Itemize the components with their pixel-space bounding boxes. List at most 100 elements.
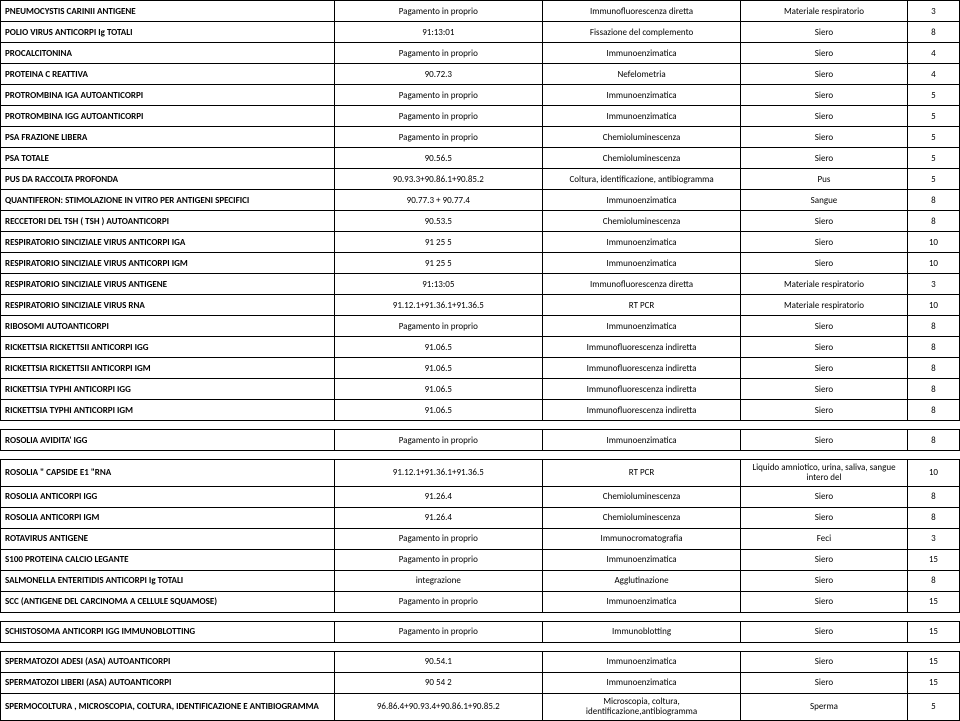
test-method: Immunocromatografia — [543, 528, 741, 549]
test-name: RICKETTSIA RICKETTSII ANTICORPI IGM — [1, 358, 335, 379]
test-code: 91:13:05 — [334, 274, 542, 295]
test-method: Immunofluorescenza indiretta — [543, 337, 741, 358]
table-row: ROTAVIRUS ANTIGENEPagamento in proprioIm… — [1, 528, 960, 549]
test-method: Chemioluminescenza — [543, 148, 741, 169]
test-method: RT PCR — [543, 295, 741, 316]
test-value: 15 — [907, 672, 959, 693]
table-row: SPERMATOZOI ADESI (ASA) AUTOANTICORPI90.… — [1, 651, 960, 672]
section-gap — [1, 451, 960, 460]
test-code: Pagamento in proprio — [334, 85, 542, 106]
table-row — [1, 451, 960, 460]
test-method: Immunoenzimatica — [543, 430, 741, 451]
test-code: 91.12.1+91.36.1+91.36.5 — [334, 460, 542, 487]
test-sample: Siero — [741, 621, 908, 642]
test-method: Immunoenzimatica — [543, 43, 741, 64]
table-row: SPERMOCOLTURA , MICROSCOPIA, COLTURA, ID… — [1, 693, 960, 720]
test-method: Nefelometria — [543, 64, 741, 85]
test-value: 15 — [907, 621, 959, 642]
test-method: Immunofluorescenza indiretta — [543, 400, 741, 421]
test-method: Coltura, identificazione, antibiogramma — [543, 169, 741, 190]
test-value: 4 — [907, 64, 959, 85]
test-name: PNEUMOCYSTIS CARINII ANTIGENE — [1, 1, 335, 22]
test-value: 5 — [907, 85, 959, 106]
test-value: 8 — [907, 570, 959, 591]
test-name: RESPIRATORIO SINCIZIALE VIRUS ANTICORPI … — [1, 232, 335, 253]
test-code: Pagamento in proprio — [334, 528, 542, 549]
test-name: PSA TOTALE — [1, 148, 335, 169]
table-row: SCC (ANTIGENE DEL CARCINOMA A CELLULE SQ… — [1, 591, 960, 612]
test-method: Immunoenzimatica — [543, 85, 741, 106]
lab-tests-table: PNEUMOCYSTIS CARINII ANTIGENE Pagamento i… — [0, 0, 960, 721]
test-sample: Feci — [741, 528, 908, 549]
test-sample: Materiale respiratorio — [741, 295, 908, 316]
table-row — [1, 421, 960, 430]
test-name: PROCALCITONINA — [1, 43, 335, 64]
test-name: PSA FRAZIONE LIBERA — [1, 127, 335, 148]
test-sample: Siero — [741, 591, 908, 612]
test-method: Immunoenzimatica — [543, 591, 741, 612]
test-name: ROSOLIA ANTICORPI IGM — [1, 507, 335, 528]
test-code: 90.72.3 — [334, 64, 542, 85]
test-sample: Sangue — [741, 190, 908, 211]
test-sample: Siero — [741, 507, 908, 528]
test-method: Immunofluorescenza indiretta — [543, 379, 741, 400]
test-value: 8 — [907, 316, 959, 337]
table-row: ROSOLIA ANTICORPI IGM91.26.4Chemiolumine… — [1, 507, 960, 528]
test-name: PROTROMBINA IGG AUTOANTICORPI — [1, 106, 335, 127]
test-sample: Siero — [741, 672, 908, 693]
test-sample: Siero — [741, 486, 908, 507]
test-value: 8 — [907, 358, 959, 379]
table-row: ROSOLIA " CAPSIDE E1 "RNA91.12.1+91.36.1… — [1, 460, 960, 487]
test-code: 90.53.5 — [334, 211, 542, 232]
test-sample: Siero — [741, 549, 908, 570]
table-row: RICKETTSIA TYPHI ANTICORPI IGM91.06.5Imm… — [1, 400, 960, 421]
test-sample: Siero — [741, 430, 908, 451]
section-gap — [1, 421, 960, 430]
test-name: RESPIRATORIO SINCIZIALE VIRUS ANTIGENE — [1, 274, 335, 295]
test-name: RICKETTSIA RICKETTSII ANTICORPI IGG — [1, 337, 335, 358]
test-name: SALMONELLA ENTERITIDIS ANTICORPI Ig TOTA… — [1, 570, 335, 591]
test-value: 5 — [907, 148, 959, 169]
table-row: RESPIRATORIO SINCIZIALE VIRUS RNA91.12.1… — [1, 295, 960, 316]
table-row: RICKETTSIA RICKETTSII ANTICORPI IGM91.06… — [1, 358, 960, 379]
test-name: PROTROMBINA IGA AUTOANTICORPI — [1, 85, 335, 106]
test-sample: Siero — [741, 570, 908, 591]
test-code: 91.06.5 — [334, 337, 542, 358]
table-row: RIBOSOMI AUTOANTICORPIPagamento in propr… — [1, 316, 960, 337]
test-code: Pagamento in proprio — [334, 430, 542, 451]
test-sample: Siero — [741, 64, 908, 85]
test-method: Immunoenzimatica — [543, 106, 741, 127]
test-code: 91.06.5 — [334, 358, 542, 379]
test-code: 90.54.1 — [334, 651, 542, 672]
test-name: S100 PROTEINA CALCIO LEGANTE — [1, 549, 335, 570]
test-value: 3 — [907, 1, 959, 22]
test-code: Pagamento in proprio — [334, 549, 542, 570]
table-row: S100 PROTEINA CALCIO LEGANTEPagamento in… — [1, 549, 960, 570]
test-code: 90 54 2 — [334, 672, 542, 693]
test-sample: Siero — [741, 379, 908, 400]
test-name: RECCETORI DEL TSH ( TSH ) AUTOANTICORPI — [1, 211, 335, 232]
test-method: Chemioluminescenza — [543, 507, 741, 528]
table-row: RICKETTSIA RICKETTSII ANTICORPI IGG91.06… — [1, 337, 960, 358]
test-method: Immunofluorescenza diretta — [543, 274, 741, 295]
test-value: 8 — [907, 190, 959, 211]
test-sample: Siero — [741, 253, 908, 274]
test-value: 15 — [907, 651, 959, 672]
test-sample: Siero — [741, 127, 908, 148]
test-name: ROSOLIA " CAPSIDE E1 "RNA — [1, 460, 335, 487]
test-sample: Pus — [741, 169, 908, 190]
test-code: 91.12.1+91.36.1+91.36.5 — [334, 295, 542, 316]
test-method: Immunoenzimatica — [543, 651, 741, 672]
test-name: QUANTIFERON: STIMOLAZIONE IN VITRO PER A… — [1, 190, 335, 211]
section-gap — [1, 612, 960, 621]
test-method: Chemioluminescenza — [543, 211, 741, 232]
table-row: PROTEINA C REATTIVA90.72.3NefelometriaSi… — [1, 64, 960, 85]
table-row: SPERMATOZOI LIBERI (ASA) AUTOANTICORPI90… — [1, 672, 960, 693]
table-row: ROSOLIA AVIDITA' IGGPagamento in proprio… — [1, 430, 960, 451]
test-value: 8 — [907, 507, 959, 528]
table-row: PUS DA RACCOLTA PROFONDA90.93.3+90.86.1+… — [1, 169, 960, 190]
test-value: 8 — [907, 211, 959, 232]
test-method: Immunoenzimatica — [543, 316, 741, 337]
test-name: SPERMATOZOI LIBERI (ASA) AUTOANTICORPI — [1, 672, 335, 693]
table-row: POLIO VIRUS ANTICORPI Ig TOTALI91:13:01F… — [1, 22, 960, 43]
